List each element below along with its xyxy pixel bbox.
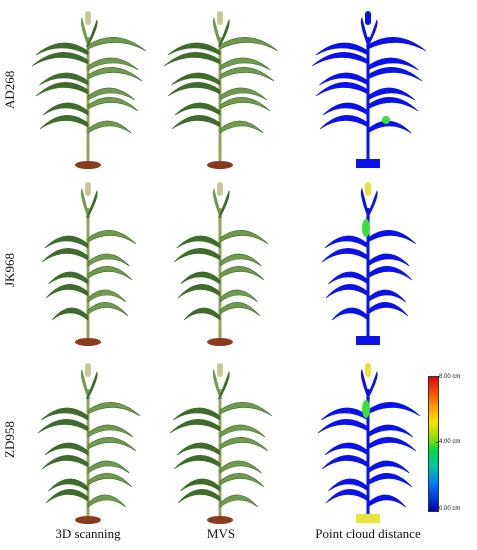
plant-image-zd958-3 bbox=[298, 355, 438, 530]
column-label-mvs: MVS bbox=[206, 526, 236, 541]
plant-image-zd958-2 bbox=[150, 355, 290, 530]
distance-colorbar-legend: 8.00 cm 4.00 cm 0.00 cm bbox=[428, 374, 476, 514]
row-label-zd958: ZD958 bbox=[2, 421, 17, 459]
plant-image-jk968-3 bbox=[298, 178, 438, 353]
colorbar-mid-label: 4.00 cm bbox=[435, 439, 461, 445]
plant-image-jk968-1 bbox=[18, 178, 158, 353]
plant-image-jk968-2 bbox=[150, 178, 290, 353]
plant-image-zd958-1 bbox=[18, 355, 158, 530]
colorbar-gradient bbox=[428, 376, 439, 512]
plant-image-ad268-3 bbox=[298, 5, 438, 180]
colorbar-max-label: 8.00 cm bbox=[435, 374, 461, 380]
row-label-ad268: AD268 bbox=[2, 70, 17, 110]
row-label-jk968: JK968 bbox=[2, 253, 17, 287]
plant-image-ad268-1 bbox=[18, 5, 158, 180]
colorbar-min-label: 0.00 cm bbox=[435, 506, 461, 512]
column-label-point-cloud-distance: Point cloud distance bbox=[315, 526, 421, 541]
plant-image-ad268-2 bbox=[150, 5, 290, 180]
column-label-3d-scanning: 3D scanning bbox=[55, 526, 121, 541]
